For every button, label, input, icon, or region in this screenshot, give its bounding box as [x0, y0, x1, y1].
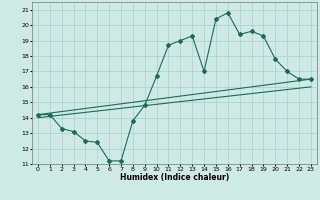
- X-axis label: Humidex (Indice chaleur): Humidex (Indice chaleur): [120, 173, 229, 182]
